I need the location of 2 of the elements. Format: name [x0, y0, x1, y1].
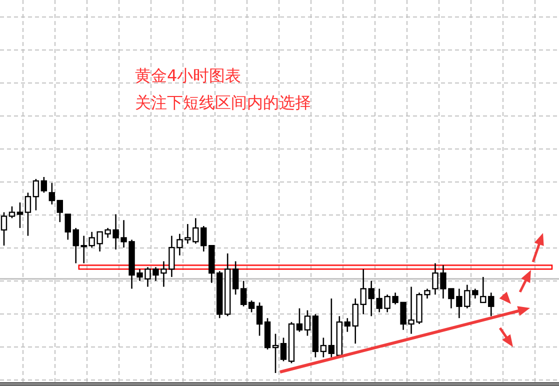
chart-subtitle: 关注下短线区间内的选择	[135, 93, 311, 112]
chart-title: 黄金4小时图表	[135, 66, 242, 85]
